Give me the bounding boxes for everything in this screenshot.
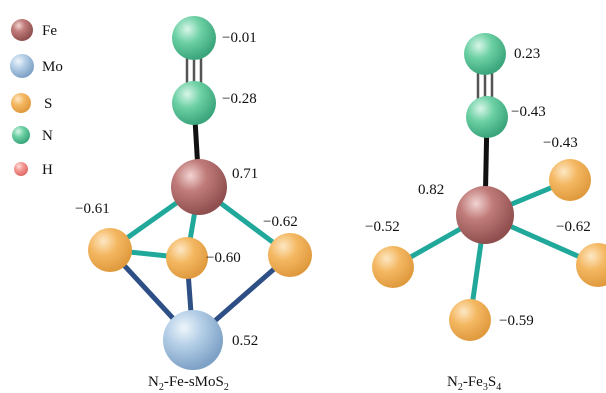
fe-atom-icon bbox=[11, 19, 33, 41]
left-s-left-atom bbox=[88, 228, 132, 272]
right-n-top-atom bbox=[464, 33, 506, 75]
legend-label-n: N bbox=[42, 128, 53, 144]
charge-right-s-bottom: −0.59 bbox=[499, 313, 534, 329]
legend-label-fe: Fe bbox=[42, 23, 57, 39]
n-atom-icon bbox=[12, 126, 30, 144]
left-s-center-atom bbox=[166, 237, 208, 279]
charge-right-s-upper-right: −0.43 bbox=[543, 135, 578, 151]
structure-n2-fe3s4: 0.23 −0.43 0.82 −0.43 −0.52 −0.62 −0.59 … bbox=[365, 33, 606, 393]
legend-label-h: H bbox=[42, 162, 53, 178]
left-fe-atom bbox=[171, 159, 227, 215]
structure-n2-fe-smos2: −0.01 −0.28 0.71 −0.61 −0.60 −0.62 0.52 … bbox=[75, 16, 312, 393]
right-caption: N2-Fe3S4 bbox=[447, 374, 501, 393]
charge-left-n-mid: −0.28 bbox=[222, 91, 257, 107]
charge-left-mo: 0.52 bbox=[232, 333, 258, 349]
right-s-bottom-atom bbox=[449, 299, 491, 341]
charge-right-n-top: 0.23 bbox=[514, 46, 540, 62]
charge-left-s-right: −0.62 bbox=[263, 214, 298, 230]
legend: Fe Mo S N H bbox=[10, 19, 63, 178]
charge-left-s-left: −0.61 bbox=[75, 201, 110, 217]
s-atom-icon bbox=[11, 93, 31, 113]
left-n-mid-atom bbox=[172, 81, 216, 125]
right-s-upper-right-atom bbox=[549, 159, 591, 201]
legend-label-s: S bbox=[44, 96, 52, 112]
right-s-left-atom bbox=[372, 246, 414, 288]
legend-label-mo: Mo bbox=[42, 59, 63, 75]
right-n-mid-atom bbox=[466, 96, 508, 138]
left-caption: N2-Fe-sMoS2 bbox=[148, 374, 229, 393]
left-n-top-atom bbox=[172, 16, 216, 60]
charge-left-fe: 0.71 bbox=[232, 166, 258, 182]
charge-right-s-right: −0.62 bbox=[556, 219, 591, 235]
charge-right-s-left: −0.52 bbox=[365, 219, 400, 235]
charge-left-s-center: −0.60 bbox=[206, 250, 241, 266]
mo-atom-icon bbox=[10, 54, 34, 78]
charge-left-n-top: −0.01 bbox=[222, 30, 257, 46]
right-fe-atom bbox=[456, 186, 514, 244]
left-s-right-atom bbox=[268, 233, 312, 277]
h-atom-icon bbox=[14, 162, 28, 176]
right-s-right-atom bbox=[576, 243, 606, 287]
charge-right-fe: 0.82 bbox=[418, 182, 444, 198]
charge-right-n-mid: −0.43 bbox=[511, 104, 546, 120]
left-mo-atom bbox=[163, 310, 223, 370]
